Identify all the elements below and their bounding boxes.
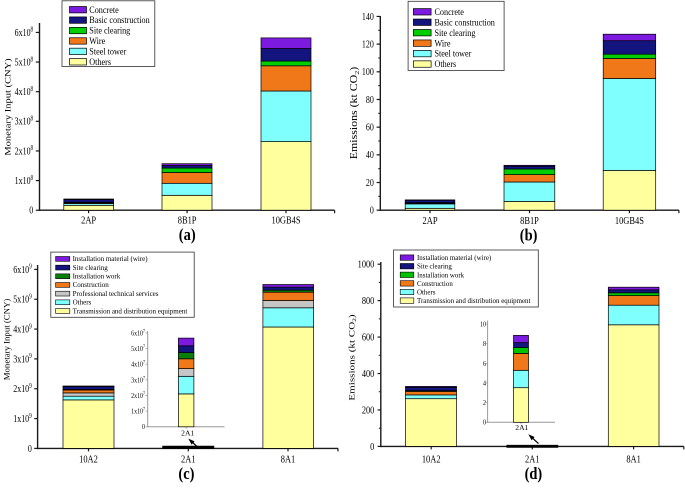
- svg-text:4x109: 4x109: [13, 324, 32, 335]
- svg-text:40: 40: [366, 149, 374, 160]
- svg-text:100: 100: [362, 66, 374, 77]
- svg-text:0: 0: [29, 205, 33, 216]
- svg-text:Emissions (kt CO2): Emissions (kt CO2): [348, 314, 358, 400]
- svg-text:Professional technical service: Professional technical services: [73, 290, 159, 298]
- svg-text:1000: 1000: [358, 260, 375, 271]
- svg-text:4x108: 4x108: [15, 86, 34, 97]
- svg-text:Transmission and distribution: Transmission and distribution equipment: [73, 307, 188, 315]
- svg-text:0: 0: [370, 205, 374, 216]
- svg-text:(c): (c): [178, 465, 194, 483]
- svg-text:2: 2: [483, 400, 486, 408]
- svg-text:1x108: 1x108: [15, 175, 34, 186]
- svg-text:Installation work: Installation work: [417, 271, 465, 279]
- svg-text:5x108: 5x108: [15, 56, 34, 67]
- svg-text:120: 120: [362, 39, 374, 50]
- svg-text:Others: Others: [73, 299, 92, 307]
- svg-text:8A1: 8A1: [281, 455, 296, 466]
- svg-text:10A2: 10A2: [79, 455, 98, 466]
- svg-text:(a): (a): [179, 226, 196, 244]
- svg-text:Construction: Construction: [417, 280, 453, 288]
- svg-text:Others: Others: [89, 56, 111, 67]
- svg-text:Transmission and distribution: Transmission and distribution equipment: [417, 297, 530, 305]
- svg-text:2AP: 2AP: [81, 216, 96, 227]
- svg-text:3x109: 3x109: [13, 353, 32, 364]
- svg-text:80: 80: [366, 94, 374, 105]
- svg-text:3x108: 3x108: [15, 116, 34, 127]
- svg-text:10GB4S: 10GB4S: [271, 216, 300, 227]
- svg-text:Others: Others: [435, 59, 457, 70]
- svg-text:2AP: 2AP: [422, 216, 437, 227]
- svg-text:Installation material (wire): Installation material (wire): [73, 255, 149, 263]
- svg-text:Emissions (kt CO2): Emissions (kt CO2): [349, 66, 361, 159]
- svg-text:(b): (b): [520, 226, 538, 244]
- svg-text:20: 20: [366, 177, 374, 188]
- svg-text:Basic construction: Basic construction: [89, 15, 150, 26]
- svg-text:0: 0: [370, 442, 374, 453]
- svg-text:800: 800: [362, 296, 375, 307]
- svg-text:2A1: 2A1: [515, 423, 528, 432]
- svg-text:8B1P: 8B1P: [178, 216, 197, 227]
- svg-text:Monetary Input (CNY): Monetary Input (CNY): [4, 58, 14, 155]
- svg-text:2A1: 2A1: [525, 455, 540, 466]
- svg-text:10: 10: [480, 321, 486, 329]
- svg-text:1x109: 1x109: [13, 413, 32, 424]
- svg-text:8A1: 8A1: [626, 455, 641, 466]
- svg-text:Site clearing: Site clearing: [89, 25, 130, 36]
- svg-text:600: 600: [362, 333, 375, 344]
- svg-text:Wire: Wire: [89, 35, 105, 46]
- svg-text:Installation material (wire): Installation material (wire): [417, 254, 492, 262]
- svg-text:Others: Others: [417, 288, 436, 296]
- svg-text:Steel tower: Steel tower: [89, 46, 126, 57]
- svg-text:Concrete: Concrete: [435, 6, 464, 17]
- svg-text:Installation work: Installation work: [73, 273, 121, 281]
- svg-text:0: 0: [28, 443, 32, 454]
- svg-text:Concrete: Concrete: [89, 4, 118, 15]
- svg-text:10GB4S: 10GB4S: [615, 216, 644, 227]
- svg-text:Site clearing: Site clearing: [435, 27, 476, 38]
- svg-text:6x109: 6x109: [13, 264, 32, 275]
- svg-text:(d): (d): [525, 465, 543, 483]
- svg-text:Site clearing: Site clearing: [73, 264, 109, 272]
- svg-text:2A1: 2A1: [181, 428, 194, 437]
- svg-text:Monetary Input (CNY): Monetary Input (CNY): [1, 299, 11, 381]
- svg-text:60: 60: [366, 122, 374, 133]
- svg-text:400: 400: [362, 369, 375, 380]
- svg-text:2A1: 2A1: [181, 455, 196, 466]
- svg-text:2x108: 2x108: [15, 145, 34, 156]
- svg-text:2x109: 2x109: [13, 383, 32, 394]
- svg-text:Site clearing: Site clearing: [417, 263, 452, 271]
- svg-text:140: 140: [362, 11, 374, 22]
- svg-text:Basic construction: Basic construction: [435, 17, 496, 28]
- svg-text:Wire: Wire: [435, 38, 451, 49]
- svg-text:5x109: 5x109: [13, 294, 32, 305]
- svg-text:10A2: 10A2: [422, 455, 441, 466]
- svg-text:200: 200: [362, 406, 375, 417]
- svg-text:Construction: Construction: [73, 281, 110, 289]
- svg-text:6x108: 6x108: [15, 27, 34, 38]
- svg-text:Steel tower: Steel tower: [435, 48, 472, 59]
